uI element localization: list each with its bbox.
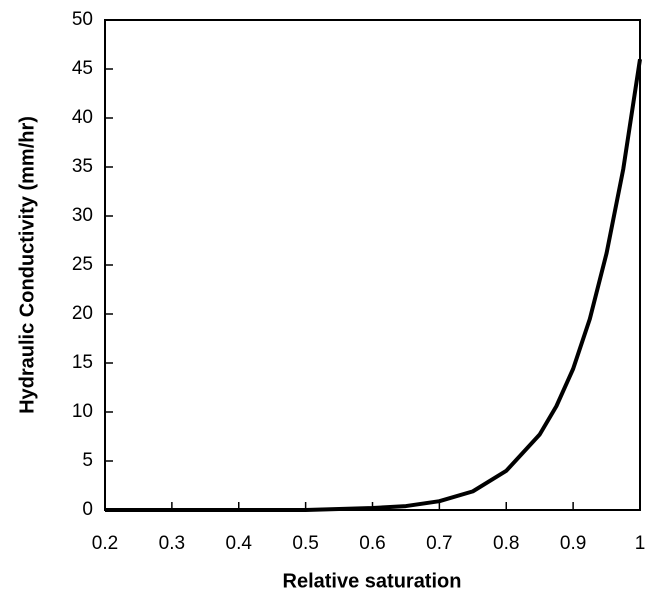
y-tick-label: 50	[72, 9, 93, 30]
y-tick-label: 25	[72, 254, 93, 275]
x-tick-label: 0.3	[159, 533, 185, 554]
x-tick-label: 0.6	[359, 533, 385, 554]
y-tick-label: 30	[72, 205, 93, 226]
y-tick-label: 45	[72, 58, 93, 79]
y-tick-label: 5	[82, 450, 93, 471]
y-tick-label: 35	[72, 156, 93, 177]
x-tick-label: 0.8	[493, 533, 519, 554]
y-tick-label: 15	[72, 352, 93, 373]
x-tick-label: 0.5	[292, 533, 318, 554]
y-axis-title: Hydraulic Conductivity (mm/hr)	[16, 116, 38, 414]
y-tick-label: 0	[82, 499, 93, 520]
x-tick-label: 0.2	[92, 533, 118, 554]
x-tick-label: 0.7	[426, 533, 452, 554]
y-tick-label: 40	[72, 107, 93, 128]
x-tick-label: 0.4	[226, 533, 253, 554]
plot-frame	[104, 19, 641, 511]
y-tick-label: 20	[72, 303, 93, 324]
x-tick-label: 1	[635, 533, 646, 554]
y-tick-label: 10	[72, 401, 93, 422]
data-line	[105, 58, 642, 512]
x-axis-title: Relative saturation	[283, 570, 462, 592]
x-tick-label: 0.9	[560, 533, 586, 554]
